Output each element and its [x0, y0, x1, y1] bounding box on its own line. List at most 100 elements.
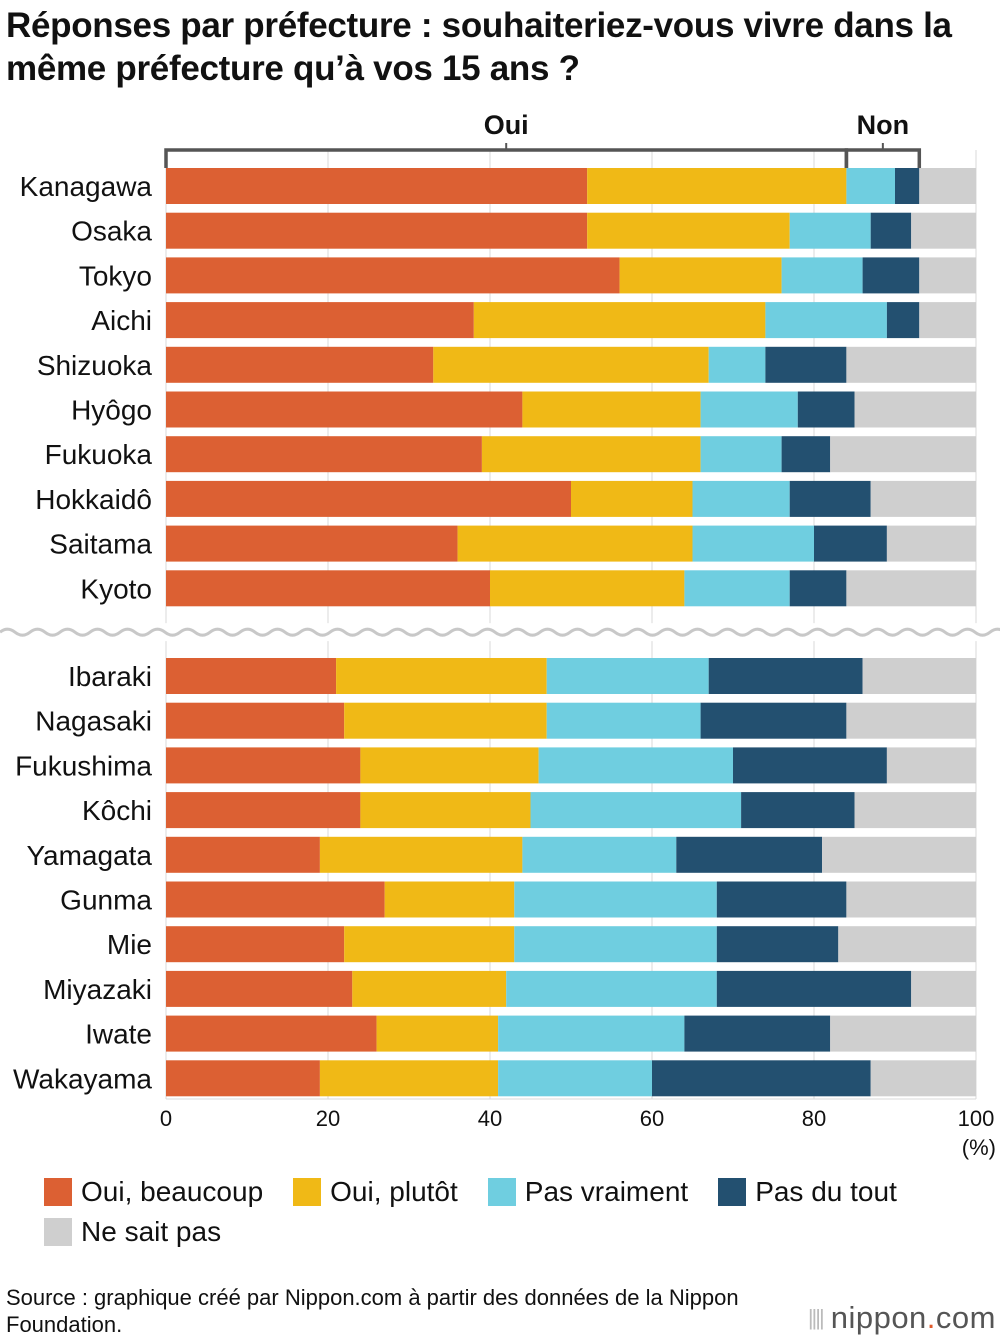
- nippon-logo[interactable]: |||| nippon. com: [808, 1300, 996, 1336]
- legend-item: Pas vraiment: [487, 1172, 689, 1212]
- bar-segment-nagasaki-1: [166, 702, 345, 739]
- legend-item: Pas du tout: [718, 1172, 897, 1212]
- bar-segment-shizuoka-3: [708, 346, 766, 383]
- category-label-hyôgo: Hyôgo: [71, 395, 152, 426]
- legend-swatch: [44, 1178, 72, 1206]
- bar-segment-fukuoka-5: [830, 436, 976, 473]
- category-label-fukuoka: Fukuoka: [45, 439, 153, 470]
- category-label-kanagawa: Kanagawa: [20, 171, 153, 202]
- bar-segment-osaka-4: [870, 212, 912, 249]
- bar-segment-mie-1: [166, 926, 345, 963]
- legend-item: Oui, beaucoup: [44, 1172, 263, 1212]
- bar-segment-saitama-5: [886, 525, 976, 562]
- bar-segment-iwate-5: [830, 1015, 976, 1052]
- bar-segment-iwate-4: [684, 1015, 831, 1052]
- axis-break-line: [0, 627, 1000, 637]
- legend-label: Pas du tout: [755, 1176, 897, 1207]
- bar-segment-ibaraki-1: [166, 658, 337, 694]
- bar-segment-kanagawa-3: [846, 168, 895, 204]
- bar-segment-tokyo-3: [781, 257, 863, 294]
- x-tick-label: 40: [478, 1106, 502, 1131]
- bar-segment-aichi-4: [886, 302, 920, 339]
- bar-segment-wakayama-3: [498, 1060, 652, 1097]
- bar-segment-aichi-1: [166, 302, 474, 339]
- bar-segment-saitama-1: [166, 525, 458, 562]
- legend-label: Oui, beaucoup: [81, 1176, 264, 1207]
- chart-title: Réponses par préfecture : souhaiteriez-v…: [6, 6, 952, 88]
- bar-segment-fukuoka-2: [481, 436, 701, 473]
- x-axis-unit: (%): [962, 1135, 996, 1160]
- category-label-miyazaki: Miyazaki: [43, 974, 152, 1005]
- bar-segment-nagasaki-4: [700, 702, 847, 739]
- bar-segment-miyazaki-2: [352, 970, 507, 1007]
- legend-label: Pas vraiment: [524, 1176, 689, 1207]
- bar-segment-fukuoka-4: [781, 436, 831, 473]
- group-bracket-oui: [164, 148, 849, 168]
- bar-segment-hyôgo-3: [700, 391, 798, 428]
- category-label-osaka: Osaka: [71, 216, 152, 247]
- category-label-tokyo: Tokyo: [79, 260, 152, 291]
- category-label-aichi: Aichi: [91, 305, 152, 336]
- category-label-fukushima: Fukushima: [15, 750, 152, 781]
- bar-segment-kanagawa-1: [166, 168, 588, 204]
- bar-segment-aichi-5: [919, 302, 976, 339]
- x-tick-label: 60: [640, 1106, 664, 1131]
- legend-row: Ne sait pas: [44, 1212, 994, 1252]
- bar-segment-gunma-3: [514, 881, 717, 918]
- bar-segment-fukushima-5: [886, 747, 976, 784]
- bar-segment-miyazaki-1: [166, 970, 353, 1007]
- category-label-yamagata: Yamagata: [26, 840, 152, 871]
- bar-segment-iwate-1: [166, 1015, 377, 1052]
- bar-segment-hokkaidô-2: [571, 480, 693, 517]
- bar-segment-yamagata-2: [319, 836, 523, 873]
- bar-segment-kôchi-4: [741, 792, 855, 829]
- bar-segment-fukushima-3: [538, 747, 733, 784]
- bar-segment-nagasaki-5: [846, 702, 976, 739]
- bar-segment-tokyo-1: [166, 257, 620, 294]
- logo-tld: com: [935, 1300, 996, 1335]
- bar-segment-gunma-4: [716, 881, 847, 918]
- source-note: Source : graphique créé par Nippon.com à…: [6, 1285, 739, 1337]
- bar-segment-gunma-5: [846, 881, 976, 918]
- bar-segment-mie-3: [514, 926, 717, 963]
- bar-segment-hyôgo-1: [166, 391, 523, 428]
- bar-segment-miyazaki-5: [911, 970, 976, 1007]
- bar-segment-tokyo-4: [862, 257, 920, 294]
- bar-segment-hyôgo-5: [854, 391, 976, 428]
- bar-segment-wakayama-5: [870, 1060, 976, 1097]
- bar-segment-hokkaidô-3: [692, 480, 790, 517]
- bar-segment-yamagata-3: [522, 836, 677, 873]
- bar-segment-kanagawa-4: [895, 168, 920, 204]
- bar-segment-yamagata-4: [676, 836, 823, 873]
- bar-segment-wakayama-4: [652, 1060, 871, 1097]
- bar-segment-mie-4: [716, 926, 839, 963]
- bar-segment-hyôgo-2: [522, 391, 701, 428]
- bar-segment-shizuoka-5: [846, 346, 976, 383]
- category-label-wakayama: Wakayama: [13, 1063, 152, 1094]
- group-label-non: Non: [857, 110, 909, 140]
- category-label-nagasaki: Nagasaki: [35, 706, 152, 737]
- bar-segment-iwate-2: [376, 1015, 499, 1052]
- bar-segment-fukushima-2: [360, 747, 539, 784]
- category-label-saitama: Saitama: [49, 529, 152, 560]
- bar-segment-fukushima-1: [166, 747, 361, 784]
- bar-segment-ibaraki-4: [708, 658, 863, 694]
- bar-segment-osaka-3: [789, 212, 871, 249]
- bar-segment-kôchi-2: [360, 792, 531, 829]
- logo-dot: .: [926, 1300, 936, 1335]
- bar-segment-aichi-2: [473, 302, 766, 339]
- legend-label: Oui, plutôt: [330, 1176, 458, 1207]
- bar-segment-kanagawa-5: [919, 168, 976, 204]
- bar-segment-nagasaki-3: [546, 702, 701, 739]
- bar-segment-ibaraki-5: [862, 658, 976, 694]
- group-bracket-non: [844, 148, 922, 168]
- legend-item: Ne sait pas: [44, 1212, 221, 1252]
- bar-segment-miyazaki-4: [716, 970, 912, 1007]
- stacked-bar-chart: Kanagawa Osaka Tokyo Aichi Shizuoka Hyôgo Fuku…: [0, 110, 1000, 1160]
- bar-segment-yamagata-5: [822, 836, 976, 873]
- bar-segment-kyoto-5: [846, 570, 976, 607]
- legend-swatch: [293, 1178, 322, 1206]
- x-tick-label: 20: [316, 1106, 340, 1131]
- bar-segment-kôchi-3: [530, 792, 742, 829]
- legend-label: Ne sait pas: [81, 1216, 222, 1247]
